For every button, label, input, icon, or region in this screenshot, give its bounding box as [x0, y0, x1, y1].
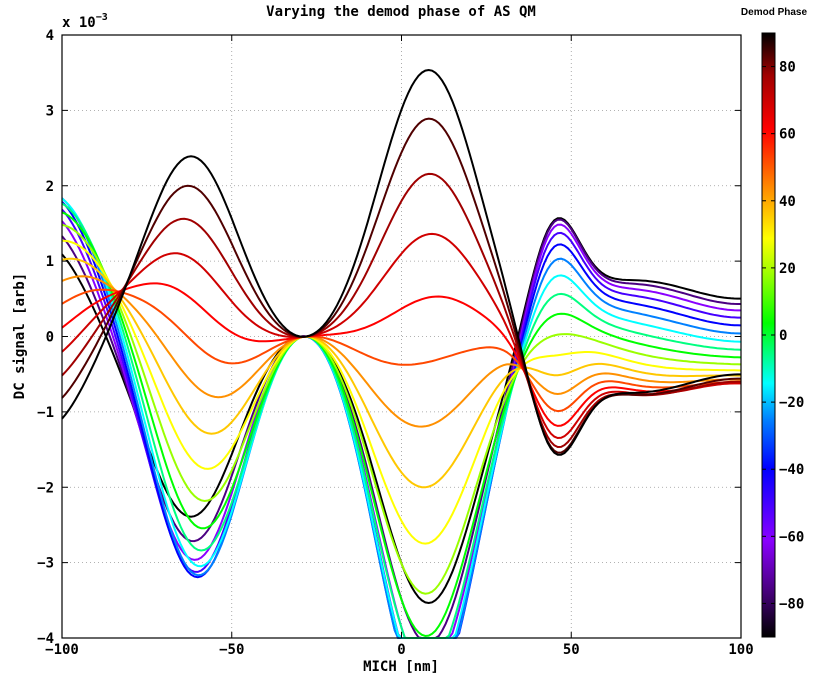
x-tick-label: −50	[219, 642, 244, 658]
y-multiplier-exponent: −3	[96, 12, 108, 23]
y-tick-label: 0	[46, 330, 54, 346]
colorbar-tick-label: −80	[779, 596, 804, 612]
y-tick-label: 1	[46, 254, 54, 270]
axis-ticks: −100 −50 0 50 100 −4 −3 −2 −1 0 1 2 3 4	[37, 28, 754, 658]
x-tick-label: 50	[563, 642, 580, 658]
series-line	[61, 239, 742, 545]
series-line	[61, 282, 741, 427]
colorbar-ticks: 80 60 40 20 0 −20 −40 −60 −80	[762, 60, 804, 612]
colorbar-tick-label: −20	[779, 395, 804, 411]
series-line	[61, 211, 742, 638]
colorbar-tick-label: −40	[779, 462, 804, 478]
grid-lines	[62, 35, 741, 638]
colorbar-tick-label: −60	[779, 529, 804, 545]
series-line	[61, 197, 742, 639]
colorbar-tick-label: 20	[779, 261, 796, 277]
colorbar-tick-label: 40	[779, 194, 796, 210]
y-tick-label: 2	[46, 179, 54, 195]
series-line	[61, 275, 742, 428]
y-multiplier-base: x 10	[62, 15, 96, 31]
chart-title: Varying the demod phase of AS QM	[266, 4, 536, 20]
series-line	[61, 117, 741, 454]
colorbar-title: Demod Phase	[741, 7, 808, 18]
colorbar-tick-label: 60	[779, 127, 796, 143]
y-tick-label: 4	[46, 28, 54, 44]
colorbar-tick-label: 0	[779, 328, 787, 344]
x-tick-label: 0	[397, 642, 405, 658]
y-tick-label: −3	[37, 556, 54, 572]
series-line	[61, 257, 741, 489]
y-tick-label: −1	[37, 405, 54, 421]
y-multiplier: x 10−3	[62, 12, 108, 31]
series-line	[61, 202, 742, 639]
x-tick-label: 100	[728, 642, 753, 658]
series-line	[61, 223, 742, 595]
y-tick-label: 3	[46, 103, 54, 119]
y-tick-label: −2	[37, 480, 54, 496]
series-line	[61, 288, 742, 413]
x-axis-label: MICH [nm]	[363, 659, 439, 675]
series-line	[61, 197, 742, 639]
x-tick-label: −100	[45, 642, 79, 658]
colorbar-tick-label: 80	[779, 60, 796, 76]
y-axis-label: DC signal [arb]	[12, 273, 28, 399]
y-tick-label: −4	[37, 631, 54, 647]
series-line	[61, 68, 741, 456]
